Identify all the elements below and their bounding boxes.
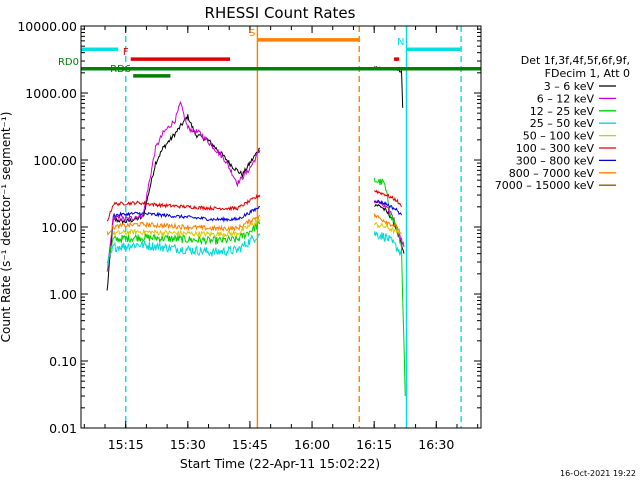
- y-tick-label: 100.00: [33, 153, 77, 168]
- state-bar-label: N: [397, 37, 404, 48]
- footer-timestamp: 16-Oct-2021 19:22: [560, 469, 636, 478]
- legend-entry-label: 800 – 7000 keV: [509, 167, 595, 180]
- legend-entry-label: 100 – 300 keV: [516, 142, 595, 155]
- legend-entry-label: 3 – 6 keV: [544, 80, 595, 93]
- legend-entry-label: 25 – 50 keV: [530, 117, 595, 130]
- series-line: [106, 193, 261, 222]
- series-line: [106, 100, 261, 272]
- chart-title: RHESSI Count Rates: [205, 4, 356, 22]
- legend-entry-label: 50 – 100 keV: [523, 130, 595, 143]
- series-line: [106, 214, 261, 237]
- series-line: [374, 199, 402, 216]
- x-tick-label: 16:15: [356, 437, 392, 452]
- series-line: [374, 189, 402, 208]
- legend-entry-label: 12 – 25 keV: [530, 105, 595, 118]
- series-line: [373, 177, 406, 397]
- state-bar-label: F: [123, 47, 129, 58]
- series-line: [106, 233, 261, 267]
- x-tick-label: 15:30: [170, 437, 206, 452]
- plot-frame: [80, 25, 482, 429]
- x-tick-label: 16:30: [418, 437, 454, 452]
- x-tick-label: 16:00: [294, 437, 330, 452]
- legend-header-1: Det 1f,3f,4f,5f,6f,9f,: [521, 54, 630, 67]
- series-line: [373, 213, 402, 234]
- y-tick-label: 10000.00: [17, 19, 77, 34]
- x-axis-label: Start Time (22-Apr-11 15:02:22): [180, 456, 380, 471]
- series-line: [112, 205, 261, 223]
- legend-entry-label: 7000 – 15000 keV: [495, 179, 595, 192]
- y-tick-label: 1.00: [49, 287, 77, 302]
- state-bar-label: RD0: [58, 57, 79, 68]
- legend-entry-label: 6 – 12 keV: [537, 92, 595, 105]
- y-tick-label: 10.00: [41, 220, 77, 235]
- series-line: [373, 231, 402, 256]
- y-tick-label: 1000.00: [25, 86, 77, 101]
- y-tick-label: 0.01: [49, 421, 77, 436]
- state-bar-label: S: [249, 28, 255, 39]
- flare-curve-line: [373, 66, 404, 108]
- x-tick-label: 15:45: [232, 437, 268, 452]
- y-axis-label: Count Rate (s⁻¹ detector⁻¹ segment⁻¹): [0, 112, 13, 343]
- legend-header-2: FDecim 1, Att 0: [545, 67, 630, 80]
- series-line: [106, 114, 260, 291]
- y-tick-label: 0.10: [49, 354, 77, 369]
- series-line: [112, 216, 261, 239]
- series-line: [373, 222, 400, 235]
- x-tick-label: 15:15: [108, 437, 144, 452]
- series-line: [106, 220, 261, 264]
- legend-entry-label: 300 – 800 keV: [516, 154, 595, 167]
- state-bar-label: RD6: [110, 64, 131, 75]
- legend: Det 1f,3f,4f,5f,6f,9f, FDecim 1, Att 0 3…: [495, 54, 630, 192]
